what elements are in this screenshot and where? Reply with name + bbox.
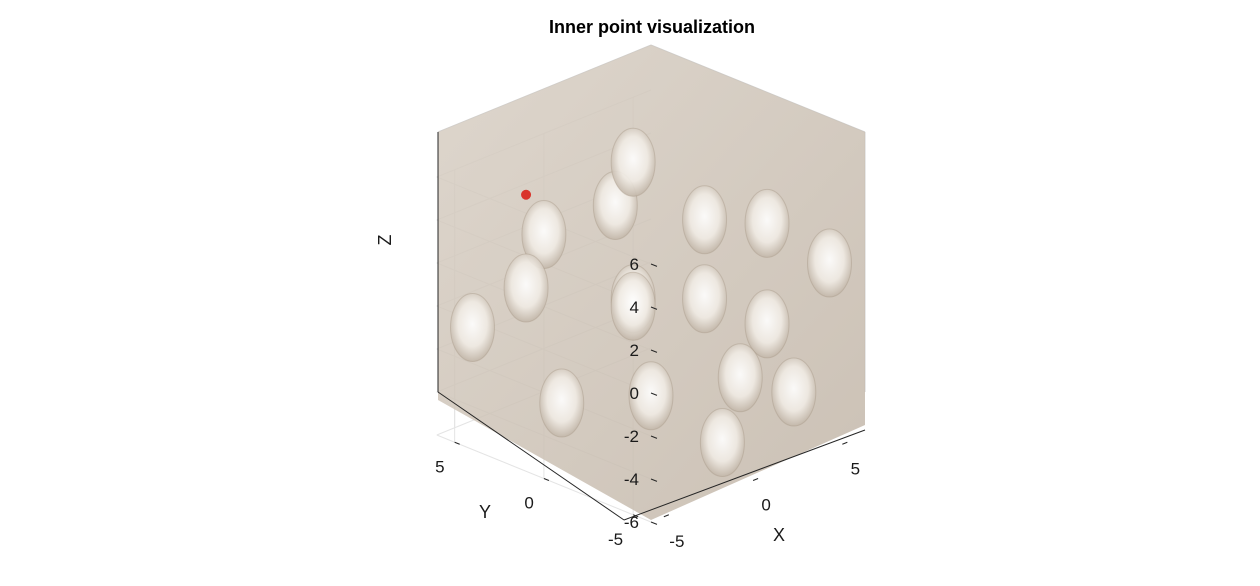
y-tick [543,478,550,481]
y-tick [454,441,460,445]
surface-hole [539,368,585,438]
z-tick-label: -4 [624,470,639,489]
z-tick [650,478,658,482]
z-tick-label: 0 [630,384,639,403]
x-tick-label: 0 [761,496,770,515]
inner-point [521,189,532,200]
y-tick-label: -5 [608,530,623,549]
x-tick-label: 5 [851,459,860,478]
z-tick-label: 6 [630,255,639,274]
z-tick-label: 2 [630,341,639,360]
surface-hole [628,361,674,431]
z-tick-label: -6 [624,513,639,532]
x-axis-label: X [773,525,785,545]
x-tick-label: -5 [669,532,684,551]
gyroid-surface [438,45,865,520]
surface-hole [717,343,763,413]
surface-holes [450,127,852,477]
y-tick-label: 0 [524,494,533,513]
surface-hole [807,228,852,298]
surface-hole [744,289,790,359]
surface-hole [610,271,656,341]
x-tick [842,441,848,445]
data-points [521,189,532,200]
surface-hole [744,188,790,258]
y-tick-label: 5 [435,457,444,476]
x-axis-line [623,429,866,521]
surface-hole [450,293,495,362]
surface-hole [771,357,817,427]
z-tick [650,435,658,439]
axis-lines [437,132,866,521]
z-tick [650,521,658,525]
ticks: -6 -4 -2 0 2 4 6 -5 0 5 -5 0 5 [435,255,860,551]
y-tick [632,514,639,518]
z-tick [650,349,658,353]
x-tick [752,478,759,481]
surface-hole [610,127,656,197]
z-tick-label: -2 [624,427,639,446]
z-axis-label: Z [375,235,395,246]
y-axis-label: Y [479,502,491,522]
z-tick-label: 4 [630,298,639,317]
surface-hole [682,264,728,334]
z-tick [650,306,658,310]
chart-title: Inner point visualization [549,17,755,37]
surface-hole [699,408,745,477]
surface-hole [682,185,728,255]
z-tick [650,392,658,396]
surface-hole [503,253,549,323]
x-tick [663,514,670,518]
z-tick [650,263,658,267]
y-axis-line [437,391,625,521]
